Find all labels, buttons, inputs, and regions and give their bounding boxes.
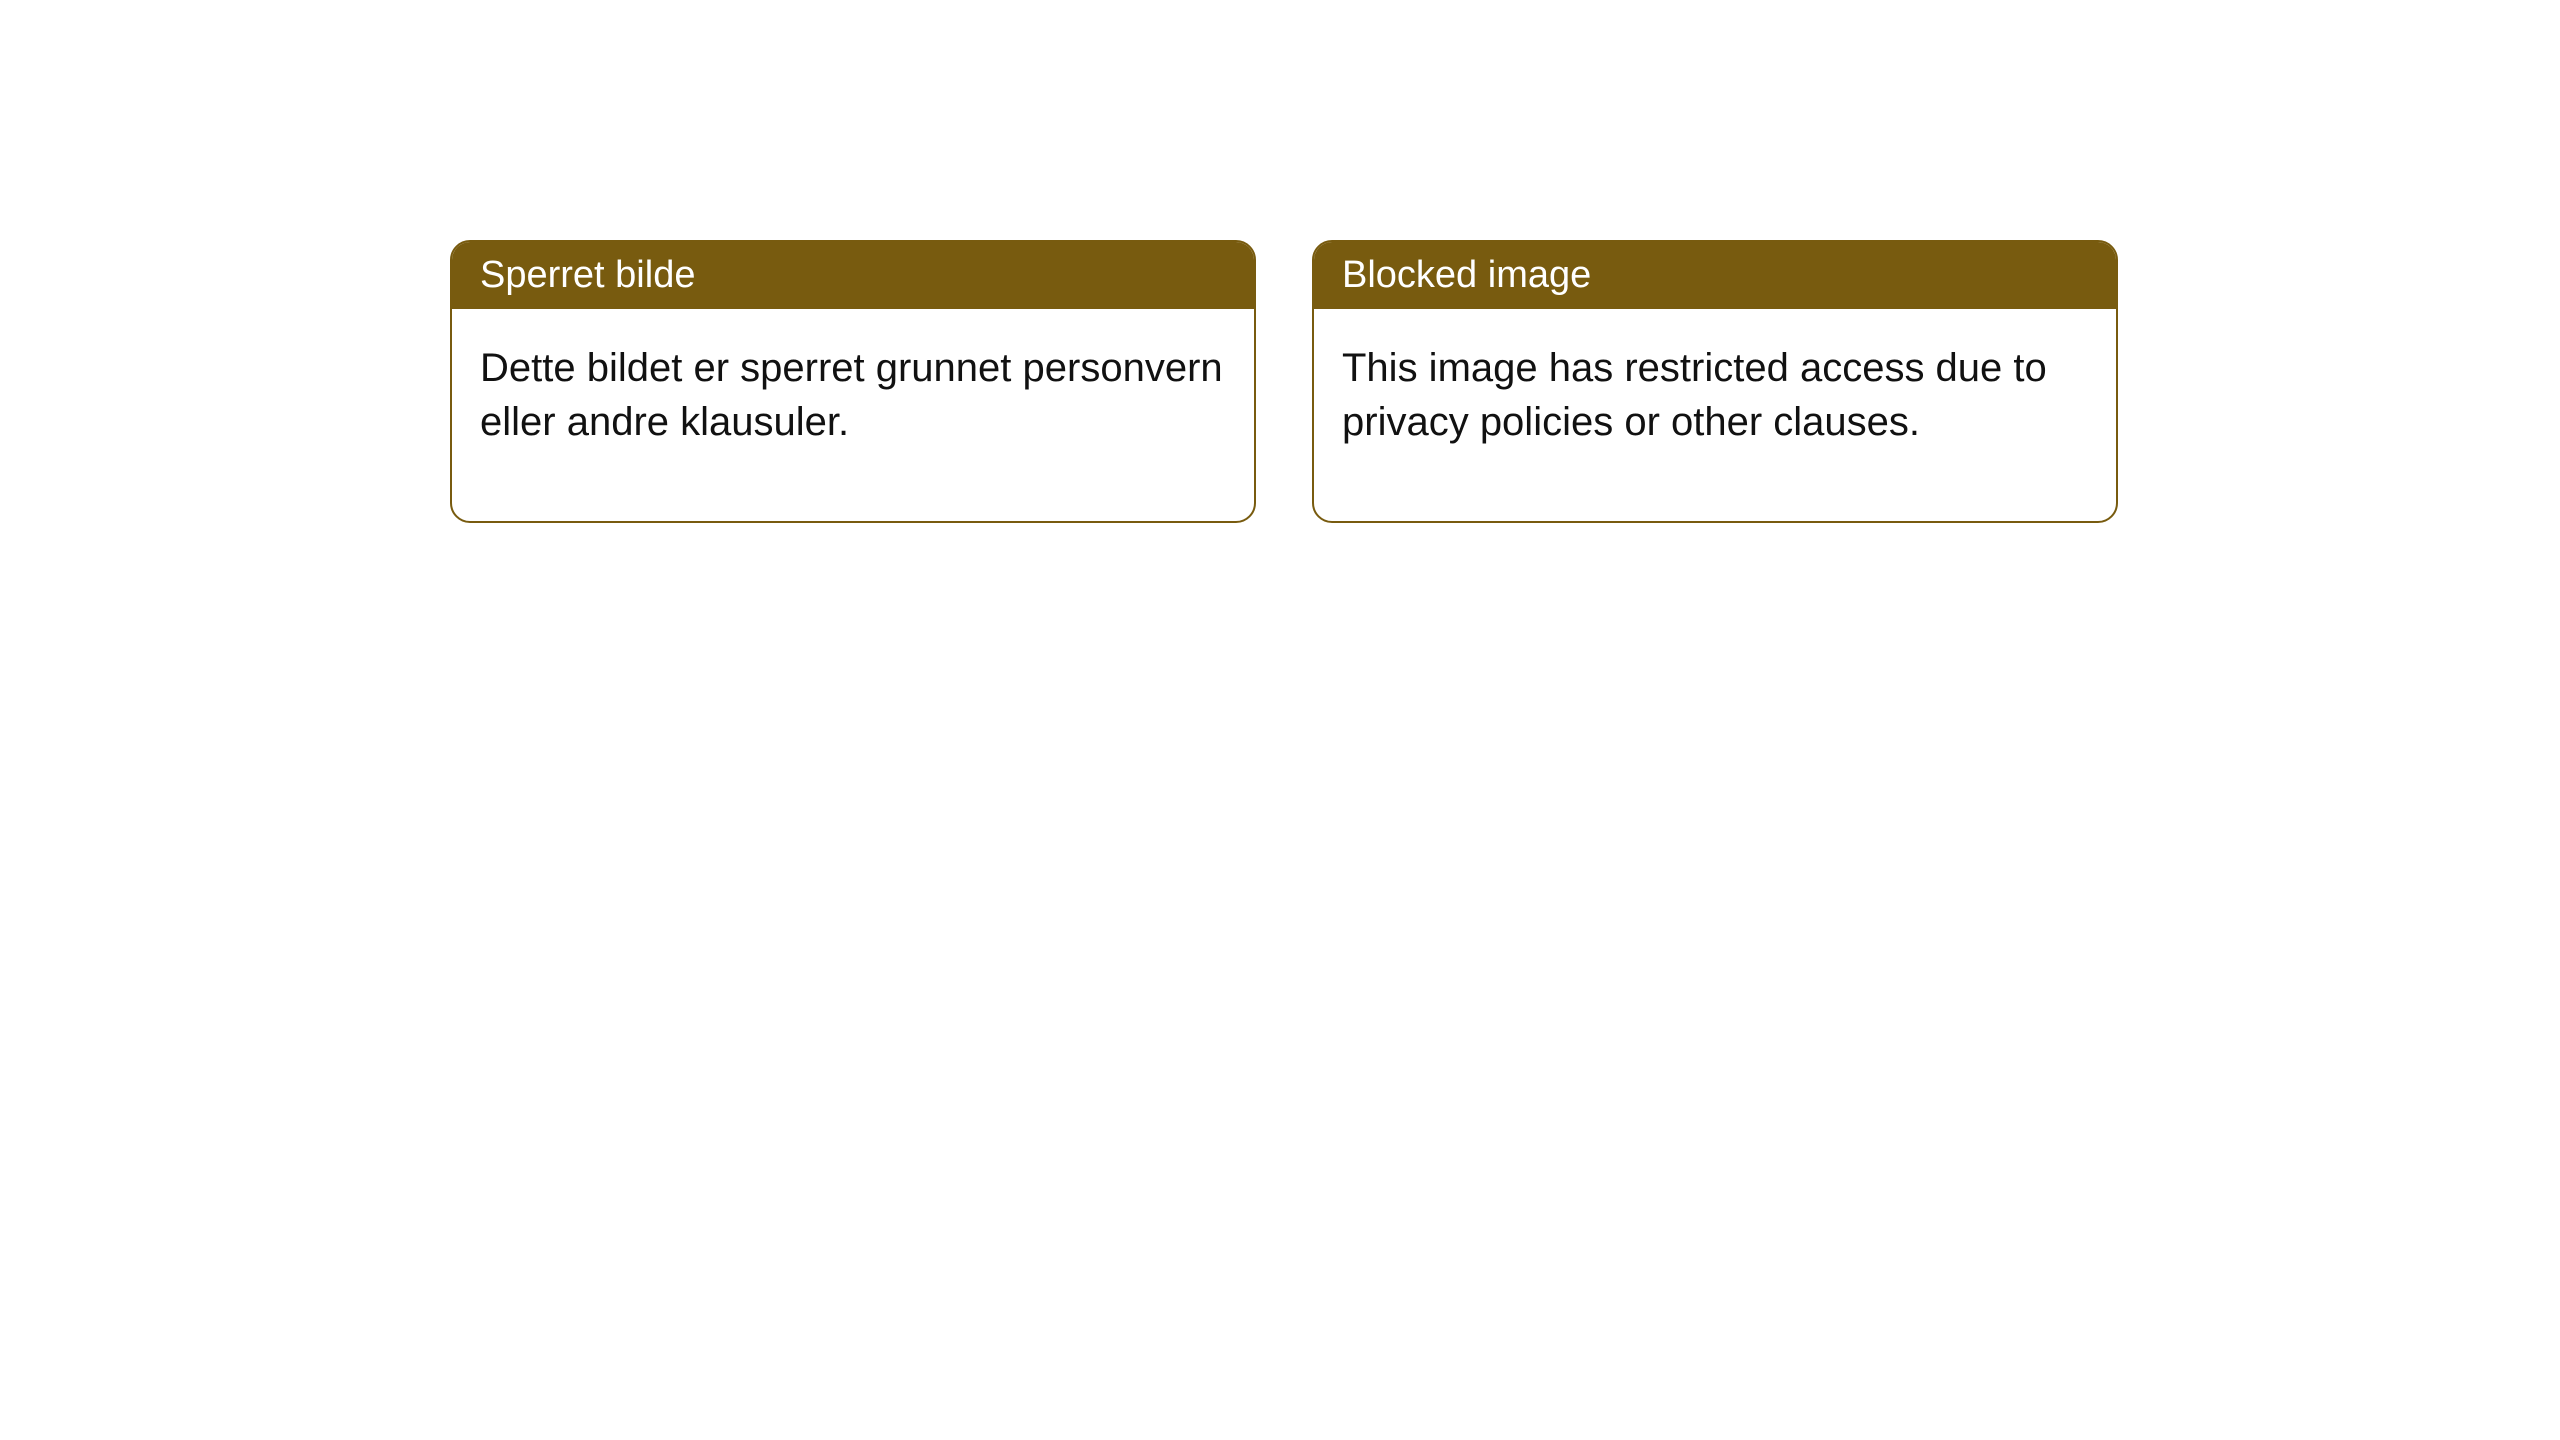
- notice-container: Sperret bilde Dette bildet er sperret gr…: [450, 240, 2118, 523]
- card-body-no: Dette bildet er sperret grunnet personve…: [452, 309, 1254, 521]
- card-header-en: Blocked image: [1314, 242, 2116, 309]
- blocked-image-card-en: Blocked image This image has restricted …: [1312, 240, 2118, 523]
- blocked-image-card-no: Sperret bilde Dette bildet er sperret gr…: [450, 240, 1256, 523]
- card-body-en: This image has restricted access due to …: [1314, 309, 2116, 521]
- card-header-no: Sperret bilde: [452, 242, 1254, 309]
